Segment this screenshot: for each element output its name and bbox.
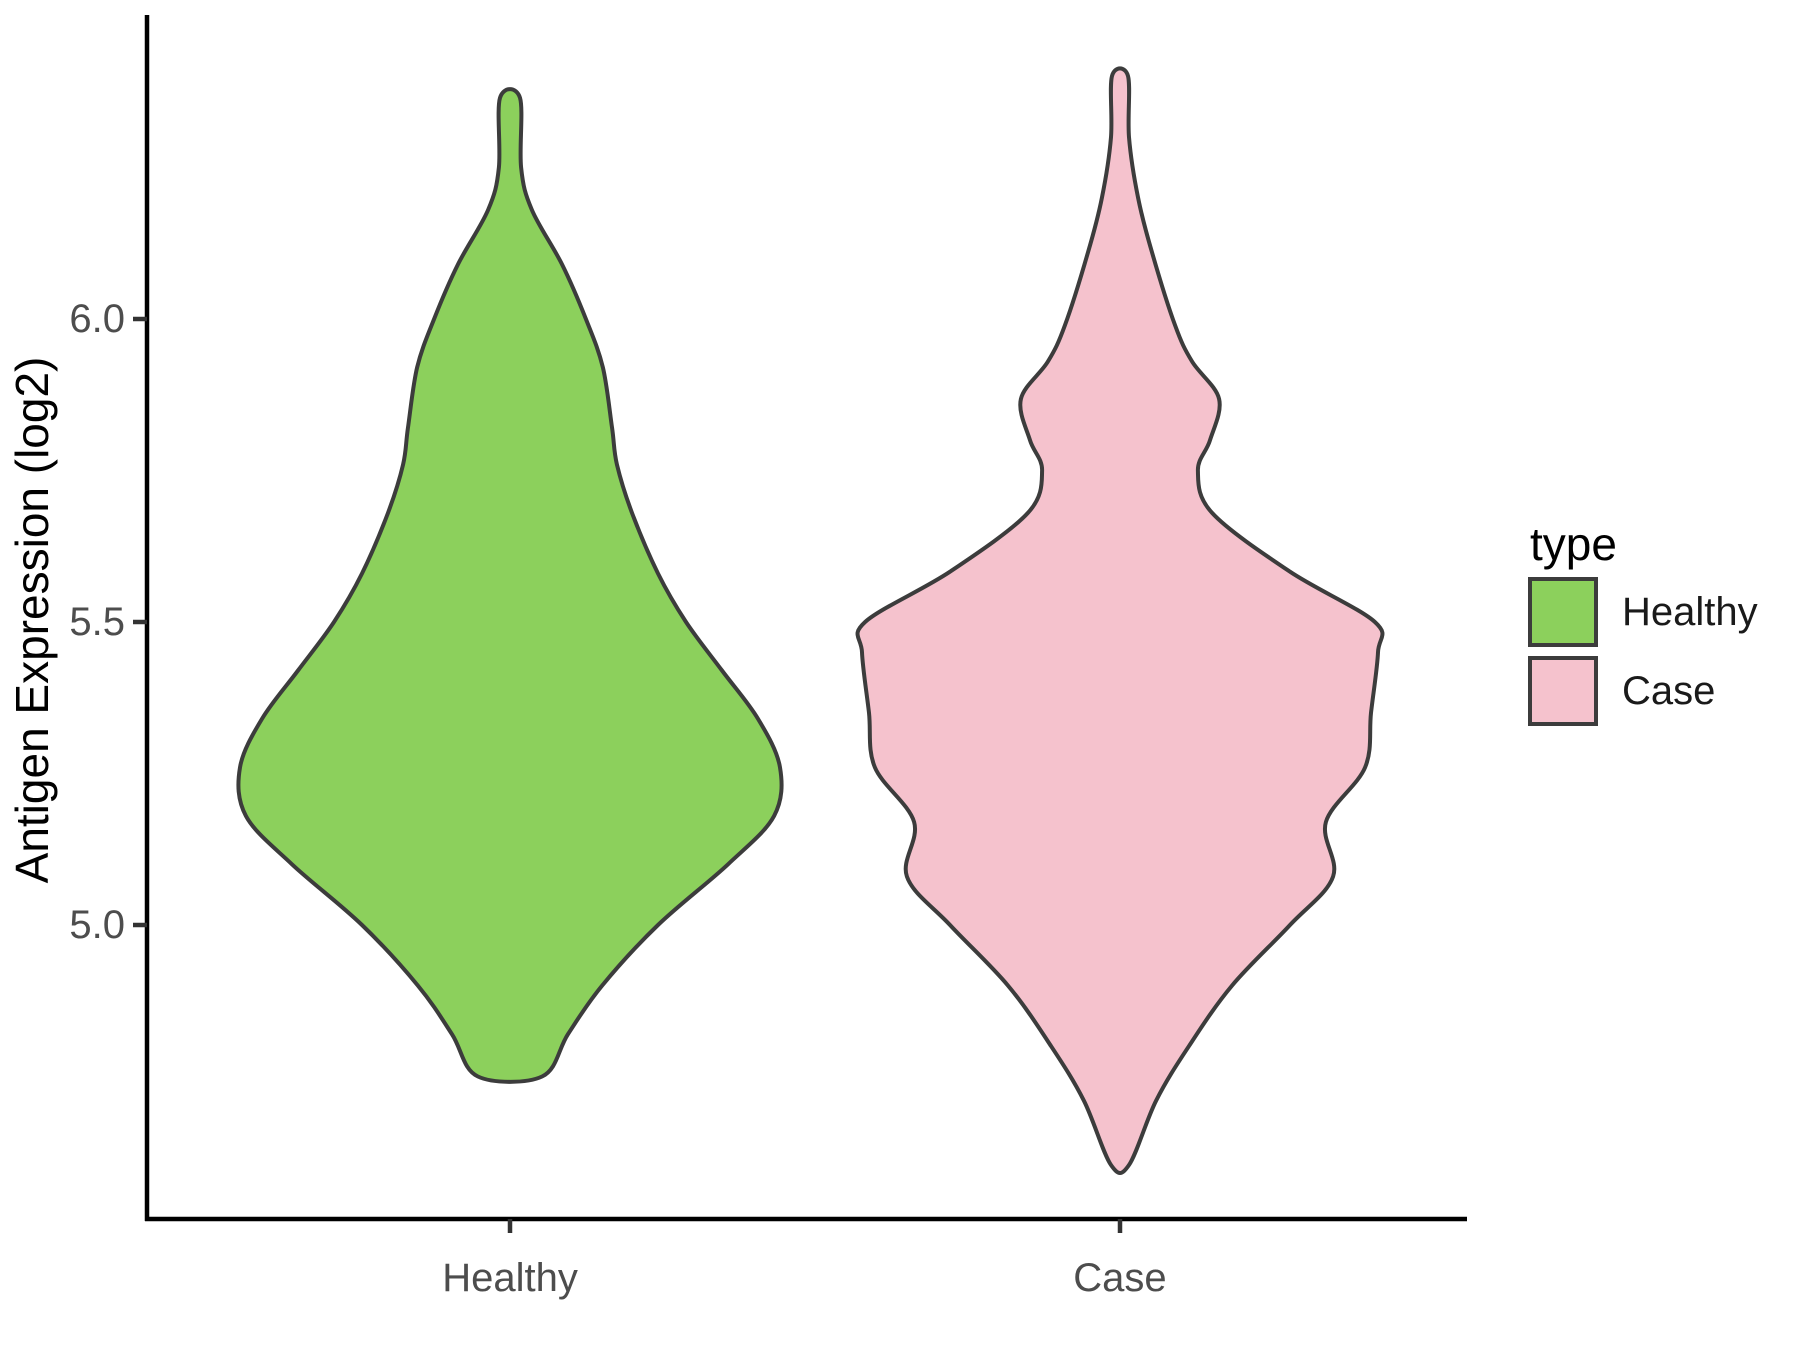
violin-healthy [236,87,784,1084]
legend-key-case [1528,656,1598,726]
legend-key-healthy [1528,577,1598,647]
y-tick-label-6.0: 6.0 [69,297,125,341]
legend-title: type [1530,518,1617,570]
x-tick-label-healthy: Healthy [442,1256,578,1300]
y-tick-label-5.0: 5.0 [69,903,125,947]
x-tick-label-case: Case [1073,1256,1166,1300]
legend-label-healthy: Healthy [1622,590,1758,634]
legend-label-case: Case [1622,669,1715,713]
violin-case [855,66,1385,1175]
y-axis-title: Antigen Expression (log2) [6,357,58,884]
y-tick-label-5.5: 5.5 [69,600,125,644]
